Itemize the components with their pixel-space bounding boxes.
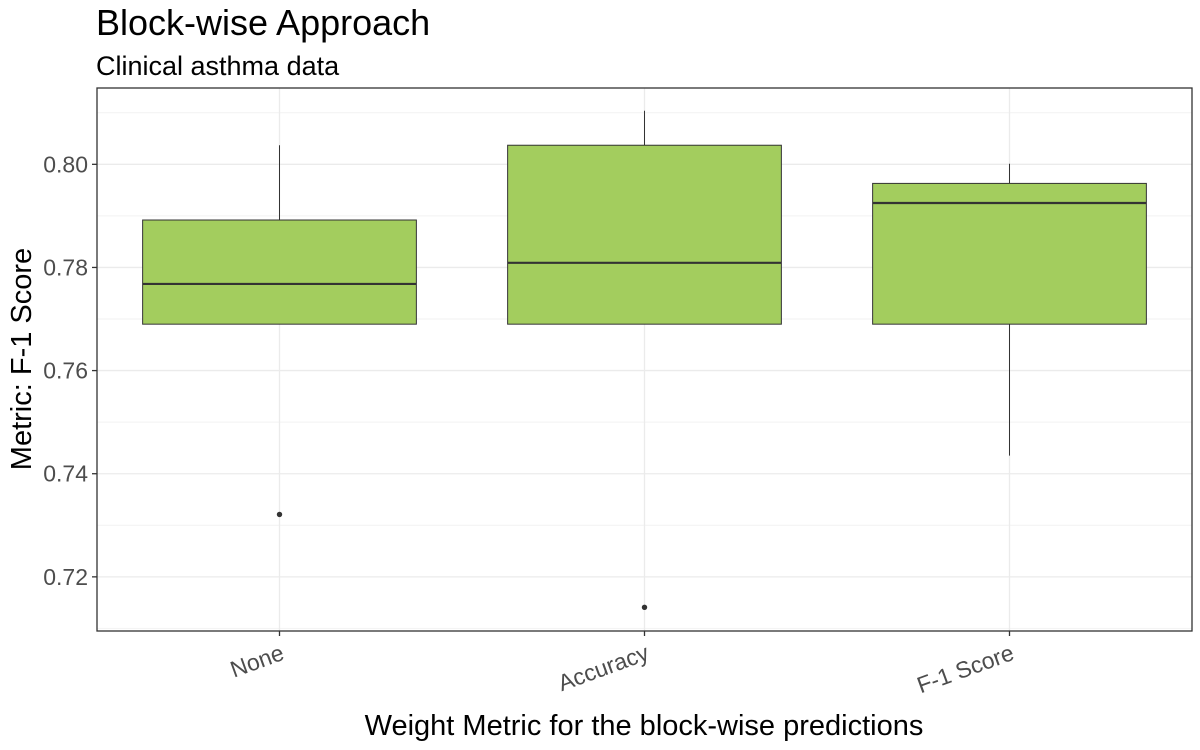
- x-tick-label: None: [227, 639, 288, 682]
- y-tick-label: 0.72: [43, 564, 88, 590]
- whiskers: [279, 110, 1010, 456]
- x-axis-title: Weight Metric for the block-wise predict…: [365, 710, 924, 742]
- outlier-point-accuracy: [641, 604, 648, 610]
- x-tick-label: Accuracy: [554, 639, 652, 696]
- y-axis-title: Metric: F-1 Score: [6, 248, 38, 470]
- chart-subtitle: Clinical asthma data: [96, 51, 340, 81]
- y-tick-label: 0.80: [43, 151, 88, 177]
- y-tick-label: 0.74: [43, 461, 88, 487]
- y-tick-label: 0.76: [43, 358, 88, 384]
- boxes: [142, 144, 1147, 325]
- x-axis-ticks: None Accuracy F-1 Score: [227, 631, 1017, 698]
- outliers: [276, 511, 648, 610]
- box-f-1-score: [872, 182, 1147, 325]
- y-tick-label: 0.78: [43, 254, 88, 280]
- box-none: [142, 219, 417, 325]
- chart-title: Block-wise Approach: [96, 2, 430, 43]
- y-axis-ticks: 0.72 0.74 0.76 0.78 0.80: [43, 151, 97, 590]
- x-tick-label: F-1 Score: [913, 639, 1017, 698]
- outlier-point-none: [276, 511, 283, 518]
- box-accuracy: [507, 144, 782, 325]
